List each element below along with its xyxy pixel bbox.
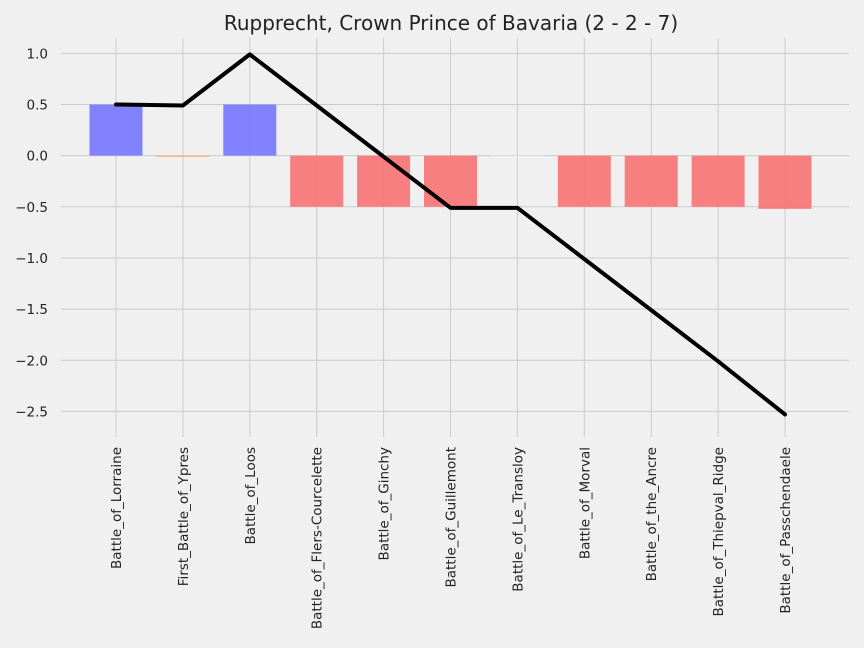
bar <box>490 155 544 157</box>
x-tick-label: Battle_of_the_Ancre <box>644 447 660 581</box>
bar <box>691 155 745 207</box>
bar <box>557 155 611 207</box>
y-tick-label: 0.5 <box>27 98 48 114</box>
bar <box>156 155 210 157</box>
bar <box>758 155 812 209</box>
y-tick-label: −1.0 <box>15 251 48 267</box>
y-tick-label: 1.0 <box>27 46 48 62</box>
bar <box>223 104 277 156</box>
x-tick-label: Battle_of_Flers-Courcelette <box>310 447 326 629</box>
x-tick-label: First_Battle_of_Ypres <box>176 447 192 586</box>
bar <box>89 104 143 156</box>
x-axis-ticks: Battle_of_Lorraine First_Battle_of_Ypres B… <box>109 447 794 629</box>
y-axis-ticks: 1.0 0.5 0.0 −0.5 −1.0 −1.5 −2.0 −2.5 <box>15 46 48 420</box>
trend-line-layer <box>114 52 787 417</box>
x-tick-label: Battle_of_Thiepval_Ridge <box>711 447 727 616</box>
x-tick-label: Battle_of_Morval <box>577 447 593 559</box>
x-tick-label: Battle_of_Guillemont <box>444 447 460 588</box>
y-tick-label: −1.5 <box>15 302 48 318</box>
y-tick-label: −0.5 <box>15 200 48 216</box>
bar <box>290 155 344 207</box>
y-tick-label: −2.0 <box>15 353 48 369</box>
x-tick-label: Battle_of_Loos <box>243 447 259 545</box>
x-tick-label: Battle_of_Passchendaele <box>778 447 794 614</box>
x-tick-label: Battle_of_Le_Transloy <box>510 447 526 592</box>
x-tick-label: Battle_of_Ginchy <box>377 447 393 560</box>
y-tick-label: 0.0 <box>27 149 48 165</box>
y-tick-label: −2.5 <box>15 404 48 420</box>
trend-line <box>114 52 787 417</box>
bar <box>424 155 477 207</box>
x-tick-label: Battle_of_Lorraine <box>109 447 125 569</box>
bars <box>89 104 812 209</box>
chart-title: Rupprecht, Crown Prince of Bavaria (2 - … <box>224 11 678 35</box>
bar <box>357 155 411 207</box>
bar <box>624 155 678 207</box>
